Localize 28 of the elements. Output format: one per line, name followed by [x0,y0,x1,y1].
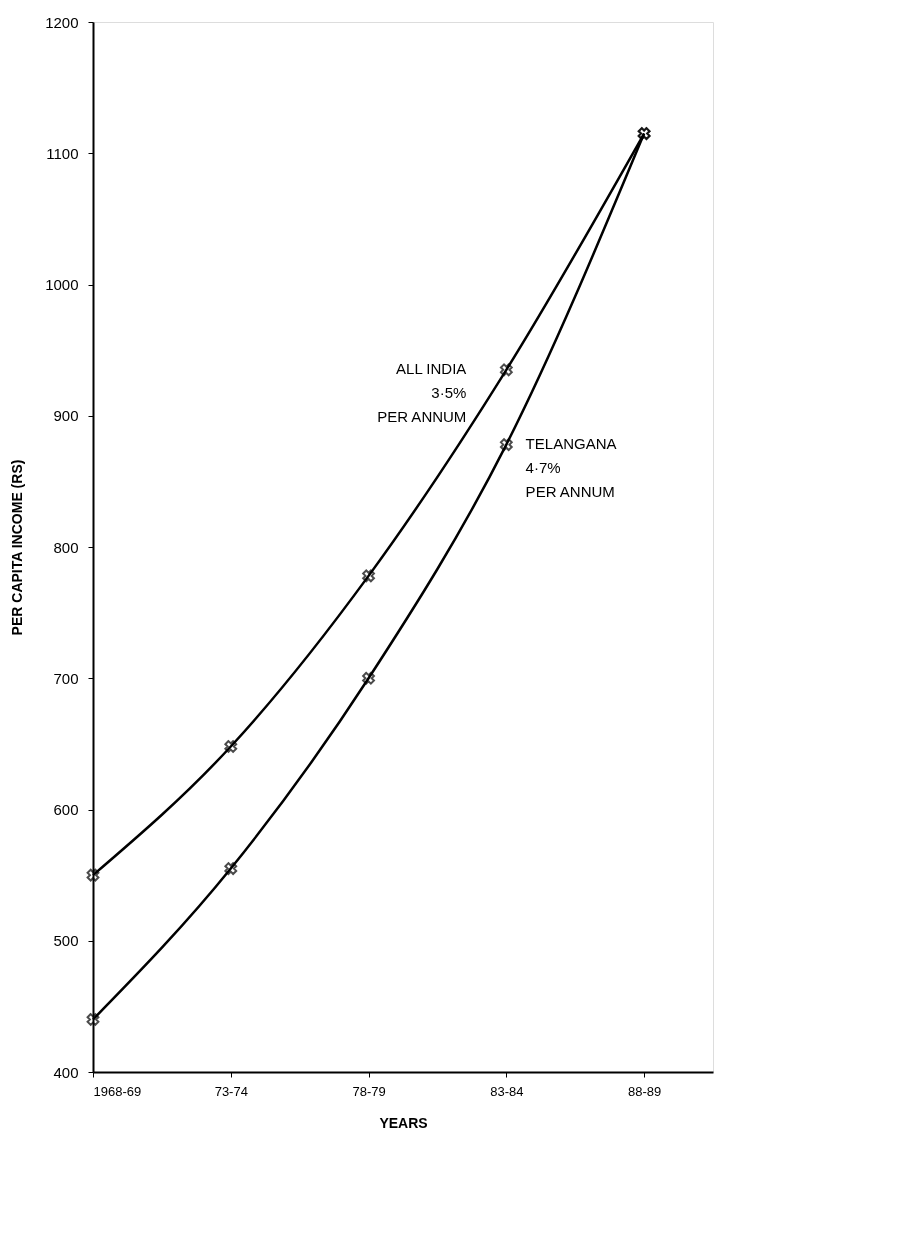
point [499,438,513,452]
x-tick-label: 78-79 [352,1083,386,1099]
y-tick-label: 900 [53,407,79,425]
y-tick-label: 1100 [46,144,79,162]
point [86,868,100,882]
y-tick-label: 1000 [45,276,79,293]
x-axis-title: YEARS [379,1114,428,1131]
y-tick-label: 1200 [45,13,79,31]
y-tick-label: 800 [53,538,79,556]
y-tick-label: 400 [53,1063,79,1081]
x-tick-label: 83-84 [490,1083,524,1099]
y-axis-title: PER CAPITA INCOME (RS) [9,459,26,636]
annotation: 3·5% PER ANNUM [377,383,467,425]
point [499,363,513,377]
x-tick-label: 73-74 [214,1083,248,1099]
point [362,671,375,685]
y-tick-label: 700 [53,669,79,687]
y-tick-label: 600 [53,801,79,818]
text: ALL INDIA [396,359,467,377]
y-tick-label: 500 [53,932,79,950]
x-tick-label: 1968-69 [93,1083,142,1099]
x-tick-label: 88-89 [627,1083,662,1099]
point [224,740,238,753]
series-label: TELANGANA [525,434,617,452]
annotation: 4·7% PER ANNUM [525,458,615,500]
point [86,1013,100,1026]
point [224,862,238,875]
point [362,569,375,583]
